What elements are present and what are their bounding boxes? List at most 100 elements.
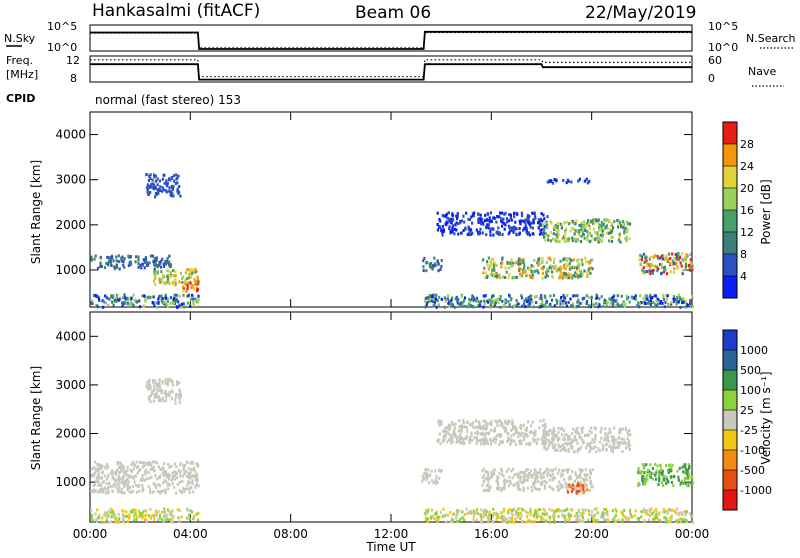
velocity-cell [171, 509, 174, 513]
power-cell [187, 274, 191, 278]
velocity-cell [684, 469, 687, 473]
power-cell [522, 257, 525, 261]
velocity-cell [115, 473, 118, 477]
power-cell [161, 177, 164, 181]
power-cell [171, 301, 174, 305]
velocity-cell [164, 480, 168, 484]
velocity-cell [497, 433, 500, 437]
velocity-cell [488, 489, 491, 492]
power-cell [193, 271, 196, 275]
velocity-cell [533, 510, 537, 514]
velocity-cell [154, 379, 157, 383]
power-cell [110, 264, 113, 268]
velocity-cell [485, 510, 488, 513]
velocity-cell [563, 509, 567, 513]
velocity-cell [176, 482, 179, 486]
velocity-cell [135, 483, 138, 487]
power-cell [155, 301, 158, 305]
velocity-cell [462, 437, 465, 441]
power-cell [489, 305, 492, 309]
velocity-cell [546, 431, 549, 435]
velocity-cell [583, 484, 586, 488]
power-cell [572, 221, 575, 225]
velocity-cell [551, 508, 554, 512]
power-cell [137, 261, 140, 265]
velocity-cell [564, 514, 567, 518]
power-cell [541, 223, 545, 227]
velocity-cell [499, 511, 502, 515]
power-cell [497, 231, 500, 235]
power-cell [524, 305, 527, 309]
power-cell [574, 275, 577, 278]
power-cell [434, 263, 437, 267]
power-cell [157, 297, 160, 301]
velocity-cell [117, 513, 120, 516]
velocity-cell [558, 480, 561, 484]
velocity-cell [121, 518, 125, 522]
power-cell [487, 300, 490, 304]
power-cell [194, 267, 197, 271]
power-cell [580, 301, 583, 305]
velocity-cell [530, 520, 533, 524]
velocity-cell [614, 520, 617, 524]
velocity-cell [511, 419, 514, 423]
power-cell [96, 305, 99, 309]
power-cell [545, 273, 548, 277]
power-cell [149, 254, 152, 258]
power-cell [552, 260, 556, 264]
velocity-cell [123, 479, 126, 483]
velocity-cell [179, 395, 182, 399]
velocity-cell [553, 432, 556, 436]
velocity-cell [560, 445, 563, 449]
velocity-cell [155, 486, 158, 490]
velocity-cell [141, 514, 144, 518]
power-cell [105, 296, 108, 300]
power-cell [565, 259, 568, 262]
velocity-cell [164, 512, 167, 516]
velocity-cell [506, 440, 509, 443]
velocity-cell [480, 438, 483, 442]
power-cell [587, 219, 590, 223]
velocity-cell [655, 511, 659, 515]
power-cell [572, 258, 576, 262]
power-cell [559, 267, 562, 271]
velocity-cell [101, 481, 104, 484]
velocity-cell [510, 517, 513, 521]
velocity-cell [531, 420, 534, 424]
velocity-cell [134, 474, 137, 478]
power-cell [112, 294, 115, 298]
velocity-cell [103, 465, 107, 469]
velocity-cell [556, 438, 559, 442]
nsky-tick-bottom: 10^0 [47, 41, 77, 54]
power-cell [144, 256, 147, 259]
velocity-cell [538, 508, 541, 511]
velocity-cell [582, 508, 585, 512]
velocity-cell [613, 516, 616, 520]
power-cell [550, 179, 553, 183]
power-cell [527, 218, 530, 221]
velocity-cell [94, 467, 97, 471]
velocity-cell [186, 483, 189, 487]
velocity-cell [569, 507, 572, 511]
power-cell [580, 234, 583, 238]
velocity-cell [577, 510, 580, 514]
power-cell [597, 236, 600, 240]
power-cell [506, 260, 509, 264]
velocity-cell [496, 424, 499, 428]
velocity-cell [567, 435, 570, 438]
power-cell [541, 256, 544, 260]
velocity-cell [663, 510, 667, 514]
power-cell [436, 222, 439, 226]
power-cell [440, 259, 443, 262]
power-cell [610, 229, 613, 233]
velocity-cell [492, 507, 495, 511]
velocity-cell [178, 395, 181, 399]
power-cell [533, 269, 536, 273]
velocity-cell [165, 392, 168, 395]
velocity-cell [595, 507, 598, 511]
power-cell [447, 301, 450, 305]
power-cell [589, 271, 592, 275]
velocity-cell [628, 443, 631, 447]
power-cell [649, 302, 652, 306]
velocity-cell [155, 395, 158, 399]
